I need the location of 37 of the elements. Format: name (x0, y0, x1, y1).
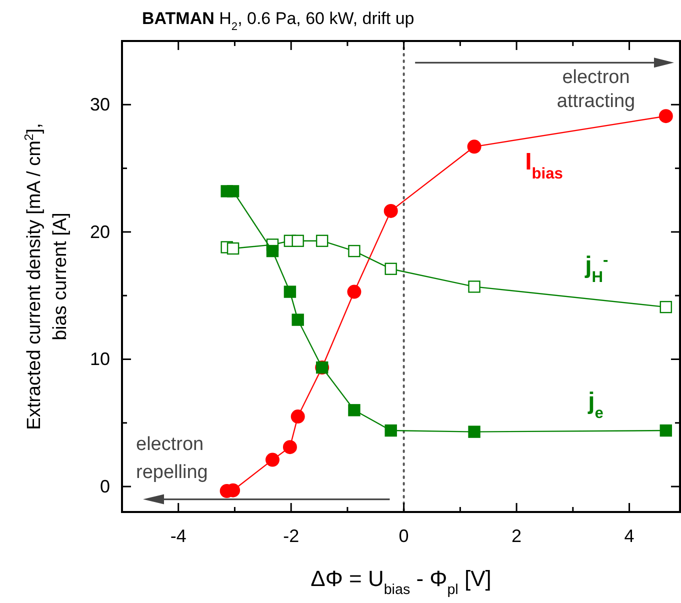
point (348, 244, 360, 258)
series-label: j$_{e}$ (587, 388, 604, 422)
point (316, 234, 328, 247)
y-tick-label: 0 (100, 476, 110, 497)
y-tick-label: 10 (90, 349, 110, 370)
point (226, 242, 240, 255)
point (348, 404, 360, 416)
point (658, 109, 673, 124)
annotation: electron attracting (556, 67, 636, 112)
point (292, 234, 304, 247)
y-tick-label: 30 (90, 94, 110, 115)
point (468, 426, 480, 438)
series-label: I$_{bias}$ (525, 148, 564, 182)
point (266, 244, 279, 258)
point (660, 300, 672, 314)
point (660, 424, 672, 437)
x-tick-label: 4 (624, 526, 634, 546)
point (284, 286, 296, 298)
point (468, 280, 480, 293)
point (265, 452, 280, 467)
point (384, 424, 397, 437)
point (384, 262, 397, 275)
point (226, 185, 240, 198)
point (347, 284, 362, 299)
x-tick-label: -4 (170, 526, 186, 546)
point (290, 410, 305, 424)
x-axis-title: ΔΦ = U$_{bias}$ - Φ$_{pl}$ [V] (310, 566, 492, 598)
y-tick-label: 20 (90, 222, 110, 242)
point (467, 140, 482, 154)
x-tick-label: 0 (398, 526, 409, 546)
annotation: electron repelling (136, 434, 208, 483)
point (384, 204, 398, 218)
point (292, 314, 304, 326)
chart-title: BATMAN H$_{2}$, 0.6 Pa, 60 kW, drift up (142, 9, 414, 33)
x-tick-label: 2 (512, 526, 522, 546)
point (282, 440, 297, 454)
x-tick-label: -2 (283, 526, 300, 546)
